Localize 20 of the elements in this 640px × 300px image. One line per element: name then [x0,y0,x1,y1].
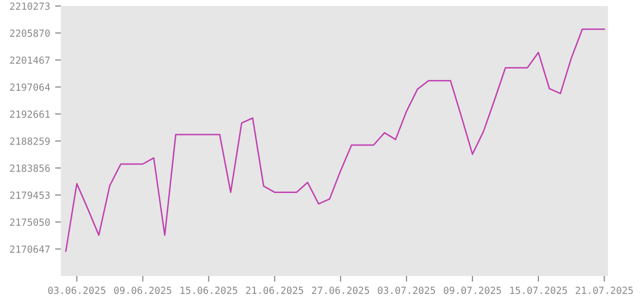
y-tick-label: 2210273 [10,2,50,10]
y-tick-label: 2179453 [10,192,50,199]
line-series [65,28,606,252]
x-tick-label: 03.06.2025 [48,286,106,294]
x-tick-label: 21.06.2025 [246,286,304,294]
x-tick-label: 27.06.2025 [312,286,370,294]
y-tick-label: 2183856 [10,164,50,172]
x-tick-label: 15.06.2025 [180,286,238,294]
y-tick-label: 2188259 [10,138,50,145]
y-tick-label: 2201467 [10,56,50,64]
x-tick-label: 09.07.2025 [444,286,501,294]
y-tick-label: 2170647 [10,246,50,253]
x-tick-label: 03.07.2025 [378,286,436,294]
x-tick-label: 21.07.2025 [576,286,633,294]
x-tick-label: 09.06.2025 [114,286,172,294]
y-tick-label: 2192661 [10,110,50,118]
y-tick-label: 2197064 [10,84,50,91]
x-tick-label: 15.07.2025 [510,286,567,294]
y-tick-label: 2205870 [10,30,50,37]
y-tick-label: 2175050 [10,218,50,226]
